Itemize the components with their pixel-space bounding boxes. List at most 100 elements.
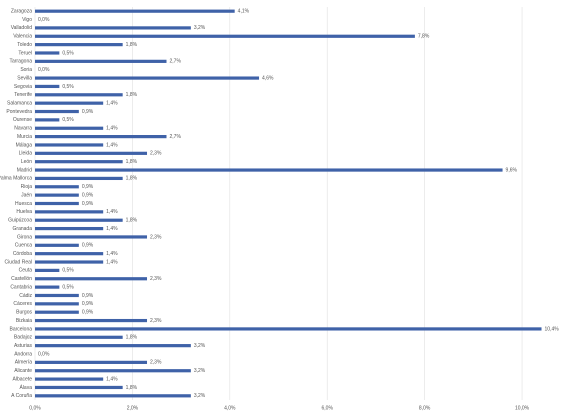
value-label: 1,4% [106, 100, 118, 106]
bar [35, 235, 148, 239]
y-tick-label: Salamanca [7, 100, 32, 106]
bar [35, 260, 104, 264]
bar [35, 285, 60, 289]
y-tick-label: Pontevedra [6, 109, 32, 115]
value-label: 9,6% [506, 167, 518, 173]
bar [35, 118, 60, 122]
value-label: 1,4% [106, 142, 118, 148]
value-label: 1,4% [106, 209, 118, 215]
bar [35, 160, 123, 164]
bar [35, 135, 167, 139]
bar [35, 210, 104, 214]
value-label: 7,8% [418, 34, 430, 40]
y-tick-label: Huelva [16, 209, 32, 215]
y-tick-label: Asturias [14, 343, 33, 349]
value-label: 0,0% [38, 351, 50, 357]
y-tick-label: Badajoz [14, 335, 33, 341]
y-tick-label: Cantabria [10, 284, 32, 290]
value-label: 1,8% [126, 42, 138, 48]
value-label: 1,8% [126, 385, 138, 391]
bar [35, 344, 191, 348]
bar [35, 34, 415, 38]
bar [35, 201, 79, 206]
bar [35, 84, 60, 89]
y-tick-label: Córdoba [13, 251, 32, 257]
value-label: 0,5% [62, 268, 74, 274]
y-tick-label: A Coruña [11, 393, 32, 399]
y-tick-label: Lleida [19, 151, 33, 157]
value-label: 4,1% [238, 9, 250, 15]
bar [35, 252, 104, 256]
y-tick-label: Ceuta [19, 268, 33, 274]
value-label: 3,2% [194, 393, 206, 399]
value-label: 0,9% [82, 301, 94, 307]
value-label: 3,2% [194, 368, 206, 374]
y-tick-label: Vigo [22, 17, 32, 23]
bar [35, 109, 79, 114]
value-label: 10,4% [545, 326, 560, 332]
x-tick-label: 10,0% [515, 405, 530, 411]
value-label: 2,3% [150, 360, 162, 366]
y-tick-label: Castellón [11, 276, 32, 282]
value-label: 1,4% [106, 126, 118, 132]
value-label: 0,5% [62, 84, 74, 90]
y-tick-label: Sevilla [17, 75, 32, 81]
bar [35, 310, 79, 314]
value-label: 2,3% [150, 234, 162, 240]
bar [35, 385, 123, 390]
bar [35, 51, 60, 55]
value-label: 2,3% [150, 151, 162, 157]
y-tick-label: Andorra [14, 351, 32, 357]
bar [35, 9, 235, 13]
y-tick-label: Álava [19, 384, 32, 391]
y-tick-label: Guipúzcoa [8, 218, 32, 224]
bar [35, 318, 148, 323]
bar [35, 168, 503, 172]
value-label: 1,8% [126, 176, 138, 182]
y-tick-label: Cádiz [19, 293, 32, 299]
value-label: 3,2% [194, 25, 206, 31]
y-tick-label: Valencia [13, 34, 32, 40]
value-label: 0,5% [62, 117, 74, 123]
bar [35, 151, 148, 155]
bar [35, 43, 123, 47]
y-tick-label: Rioja [21, 184, 33, 190]
bar [35, 302, 79, 306]
value-label: 1,4% [106, 259, 118, 265]
bar [35, 268, 60, 272]
value-label: 1,4% [106, 376, 118, 382]
value-label: 0,9% [82, 201, 94, 207]
value-label: 0,9% [82, 293, 94, 299]
x-tick-label: 6,0% [322, 405, 334, 411]
value-label: 2,7% [170, 134, 182, 140]
value-label: 0,9% [82, 310, 94, 316]
bar [35, 327, 542, 331]
value-label: 2,3% [150, 318, 162, 324]
y-tick-label: Tarragona [9, 59, 32, 65]
bar [35, 360, 148, 364]
bar [35, 93, 123, 97]
value-label: 0,9% [82, 243, 94, 249]
y-tick-label: Madrid [17, 167, 33, 173]
y-tick-label: Alicante [14, 368, 32, 374]
y-tick-label: Cuenca [15, 243, 32, 249]
value-label: 0,0% [38, 17, 50, 23]
bar [35, 185, 79, 189]
bar [35, 126, 104, 130]
bar [35, 76, 260, 80]
bar [35, 101, 104, 105]
bar [35, 59, 167, 63]
y-tick-label: Segovia [14, 84, 32, 90]
value-label: 2,7% [170, 59, 182, 65]
bar [35, 369, 191, 373]
value-label: 1,4% [106, 226, 118, 232]
value-label: 0,5% [62, 284, 74, 290]
y-tick-label: Bizkaia [16, 318, 32, 324]
y-tick-label: Burgos [16, 310, 32, 316]
y-tick-label: Navarra [14, 126, 32, 132]
x-tick-label: 8,0% [419, 405, 431, 411]
y-tick-label: Zaragoza [11, 9, 32, 15]
bar [35, 277, 148, 281]
bar [35, 143, 104, 147]
y-tick-label: Málaga [16, 142, 33, 148]
